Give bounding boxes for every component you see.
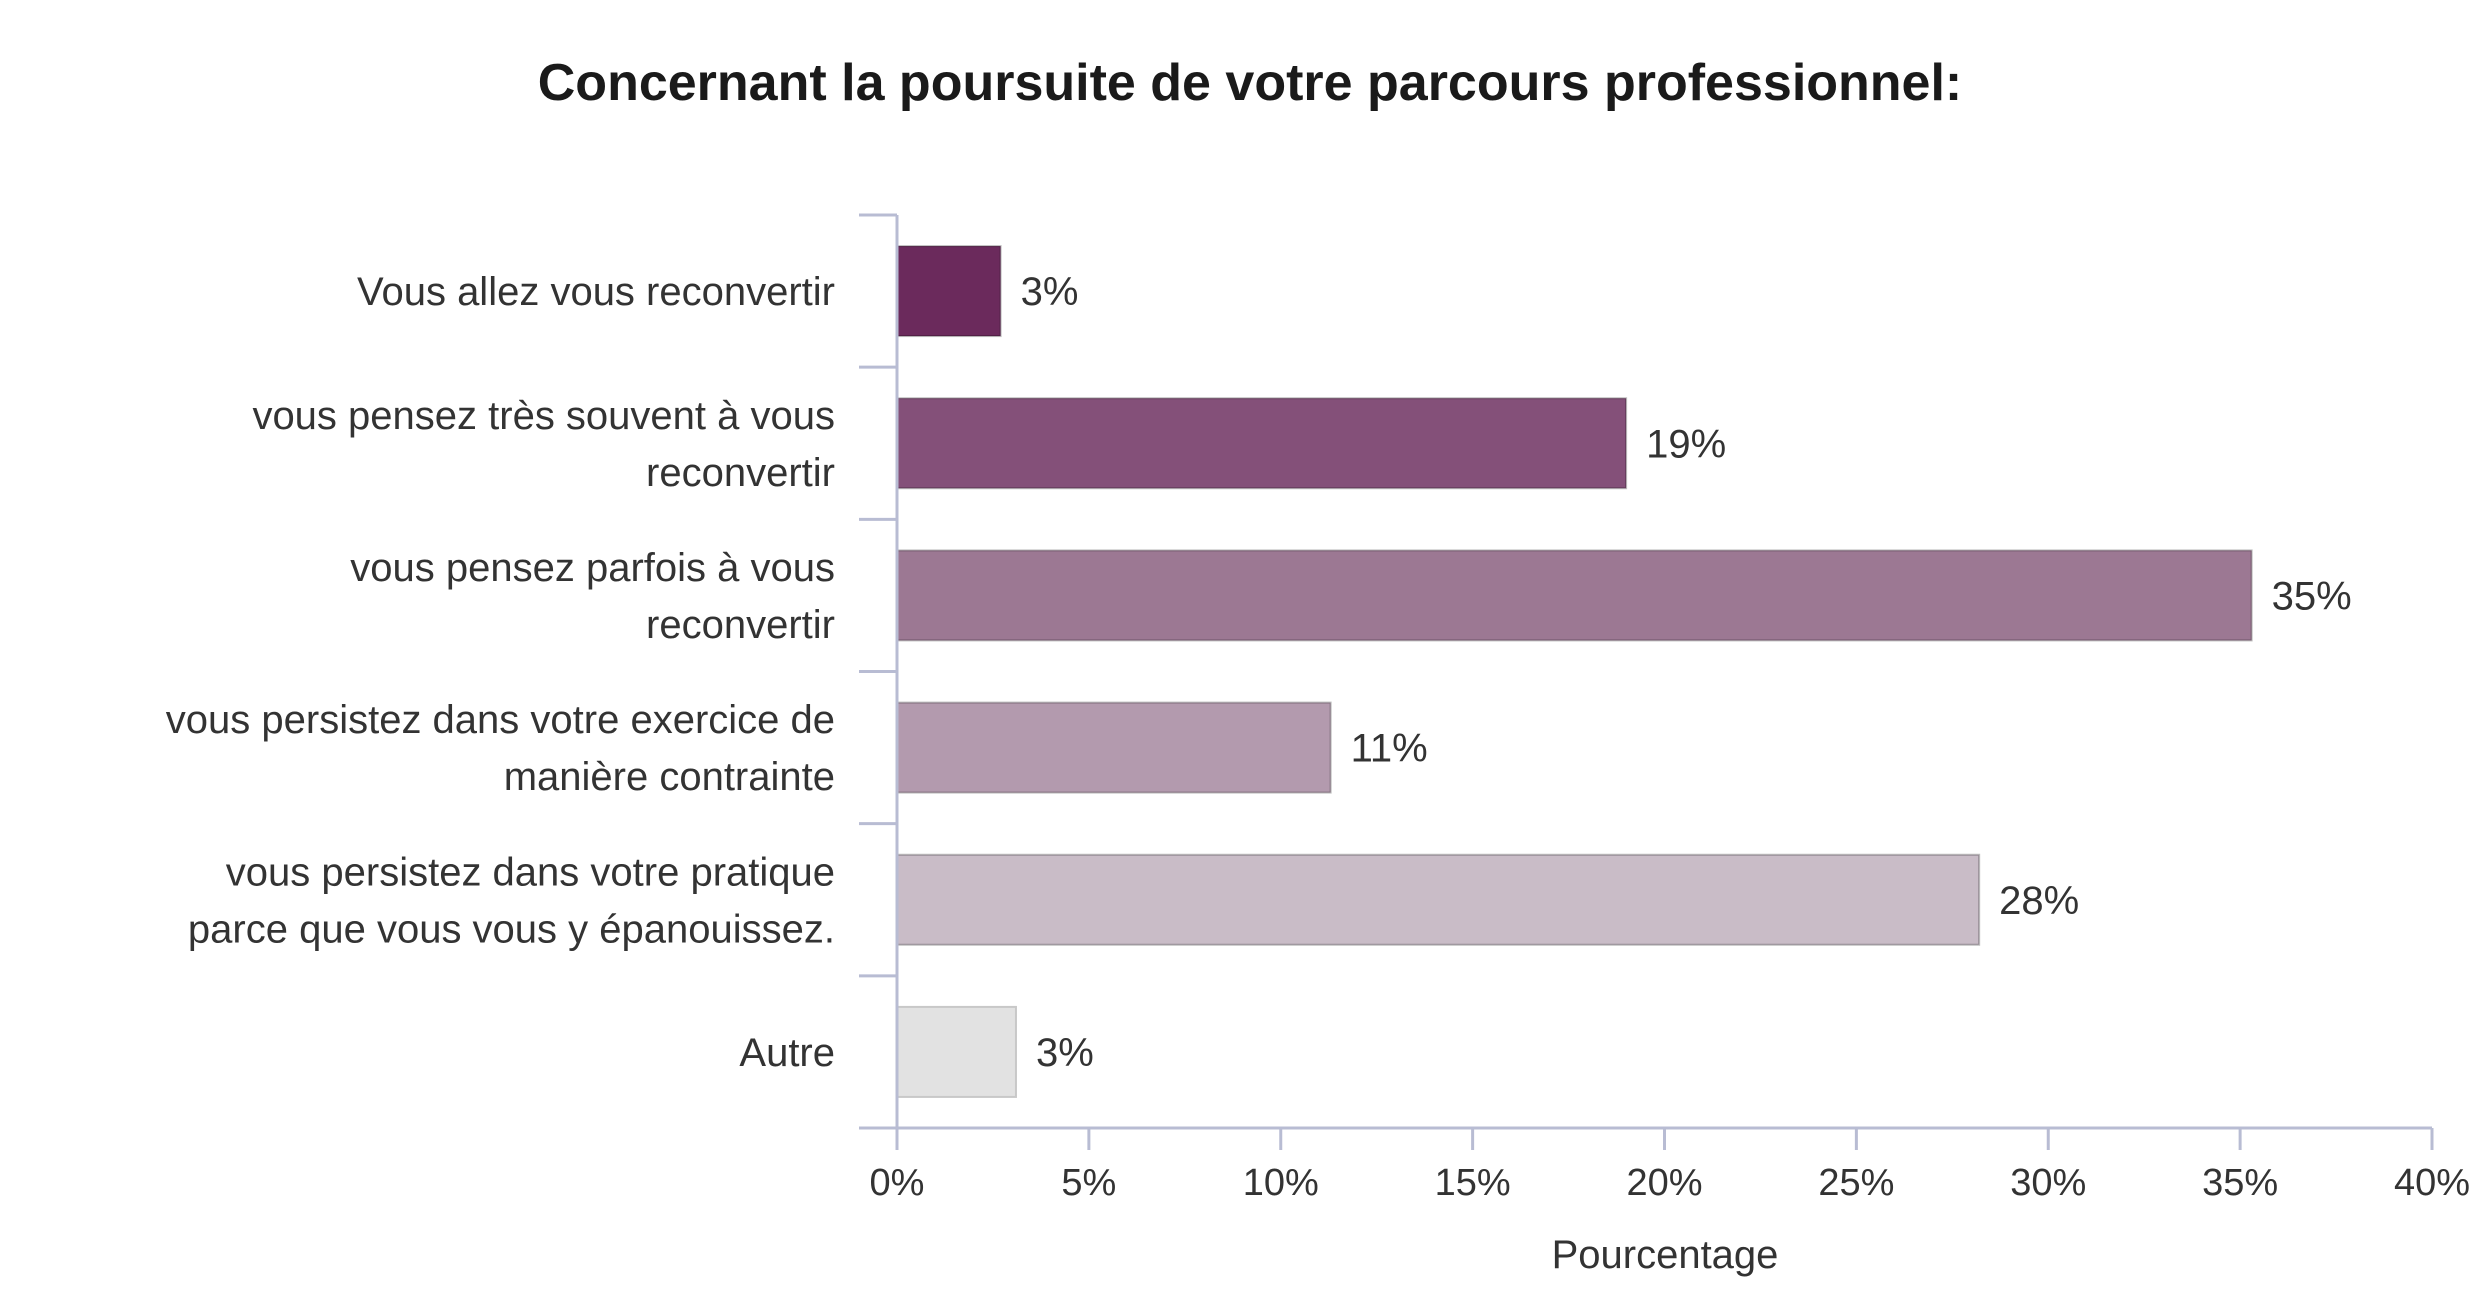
value-label: 28% (1999, 879, 2079, 923)
category-label: vous persistez dans votre pratique parce … (188, 850, 835, 951)
value-label: 3% (1036, 1031, 1094, 1075)
value-label: 3% (1021, 270, 1079, 314)
bar (896, 853, 1981, 946)
bar (896, 245, 1002, 338)
bar (896, 397, 1628, 490)
bar (896, 1005, 1017, 1098)
bars (896, 245, 2253, 1098)
x-tick-label: 15% (1435, 1162, 1511, 1204)
x-tick-label: 20% (1626, 1162, 1702, 1204)
x-tick-label: 40% (2394, 1162, 2470, 1204)
category-label: vous pensez parfois à vous reconvertir (350, 546, 835, 647)
value-label: 35% (2272, 574, 2352, 618)
axes: 0% 5% 10% 15% 20% 25% 30% 35% 40% (859, 213, 2470, 1204)
x-tick-label: 5% (1061, 1162, 1116, 1204)
category-labels: Vous allez vous reconvertir vous pensez t… (166, 270, 835, 1075)
category-label: Vous allez vous reconvertir (357, 270, 835, 314)
x-tick-label: 25% (1818, 1162, 1894, 1204)
value-label: 11% (1351, 727, 1428, 771)
bar (896, 701, 1332, 794)
x-axis-title: Pourcentage (1552, 1233, 1779, 1277)
value-labels: 3% 19% 35% 11% 28% 3% (1021, 270, 2352, 1075)
category-label: vous pensez très souvent à vous reconvert… (252, 394, 835, 495)
bar (896, 549, 2253, 642)
x-tick-label: 30% (2010, 1162, 2086, 1204)
value-label: 19% (1646, 422, 1726, 466)
category-label: vous persistez dans votre exercice de man… (166, 698, 835, 799)
x-tick-label: 35% (2202, 1162, 2278, 1204)
chart-title: Concernant la poursuite de votre parcour… (538, 54, 1963, 112)
x-tick-label: 0% (870, 1162, 925, 1204)
category-label: Autre (739, 1031, 835, 1075)
x-tick-label: 10% (1243, 1162, 1319, 1204)
